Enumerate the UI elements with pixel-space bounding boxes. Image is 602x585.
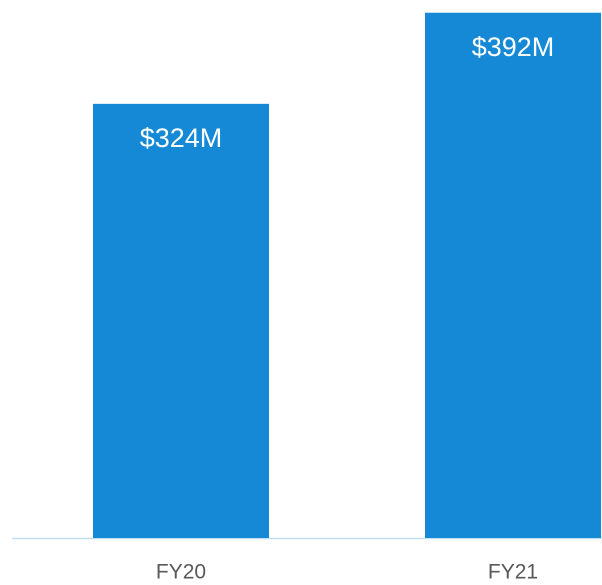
bar [425,12,601,539]
x-tick-label: FY20 [156,561,206,584]
value-label: $324M [140,123,223,153]
value-label: $392M [472,32,555,62]
x-tick-label: FY21 [488,561,538,584]
bar [93,103,269,538]
